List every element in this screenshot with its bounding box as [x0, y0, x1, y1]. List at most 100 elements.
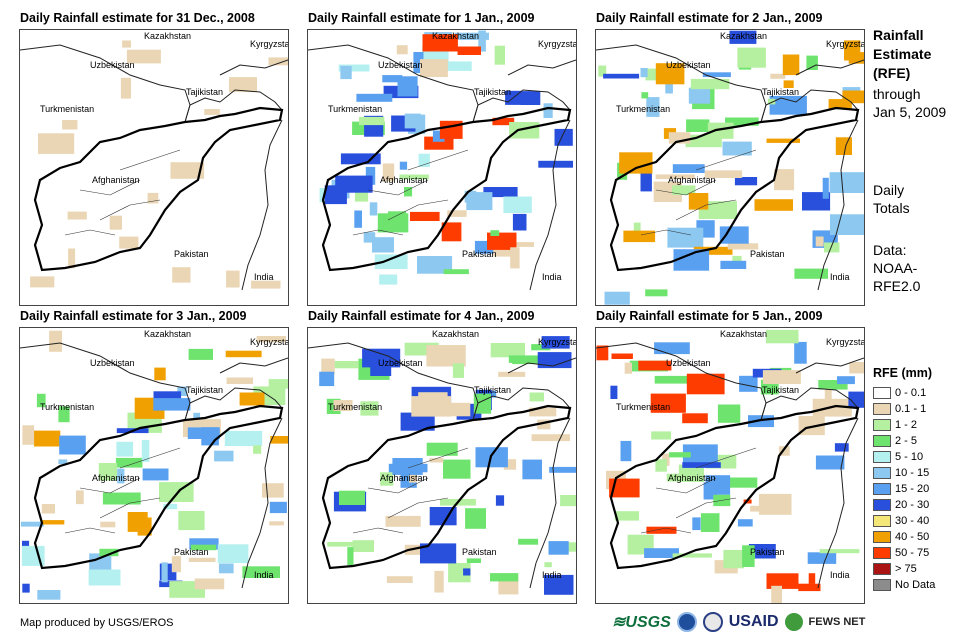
rainfall-patch: [824, 242, 840, 253]
rainfall-patch: [654, 342, 690, 355]
rainfall-patch: [432, 130, 445, 142]
rainfall-patch: [520, 91, 541, 105]
rainfall-patch: [646, 526, 677, 534]
rainfall-patch: [498, 371, 526, 377]
rainfall-patch: [396, 45, 408, 55]
province-boundary: [64, 527, 116, 534]
rainfall-patch: [443, 459, 471, 479]
rainfall-patch: [62, 120, 78, 130]
rainfall-patch: [641, 92, 649, 99]
rainfall-patch: [41, 504, 55, 514]
province-boundary: [640, 229, 692, 236]
rainfall-patch: [686, 119, 710, 132]
rainfall-patch: [426, 442, 458, 456]
country-label: Kazakhstan: [144, 329, 191, 339]
panel-title-3: Daily Rainfall estimate for 2 Jan., 2009: [596, 11, 823, 25]
rainfall-patch: [692, 517, 701, 531]
country-boundary: [529, 119, 571, 291]
legend-swatch: [873, 451, 891, 463]
rainfall-patch: [418, 153, 430, 167]
rainfall-patch: [59, 435, 86, 455]
province-boundary: [675, 199, 737, 221]
rainfall-patch: [242, 566, 280, 578]
country-label: Kazakhstan: [432, 329, 479, 339]
rainfall-patch: [116, 441, 134, 457]
country-label: Pakistan: [174, 547, 209, 557]
rainfall-patch: [686, 373, 725, 395]
rainfall-patch: [493, 246, 516, 257]
rainfall-patch: [554, 128, 573, 146]
legend-label: 50 - 75: [895, 547, 930, 559]
rainfall-patch: [417, 256, 453, 274]
rainfall-patch: [522, 459, 542, 480]
fews-globe-icon: [784, 613, 803, 631]
province-boundary: [367, 477, 429, 494]
rainfall-patch: [667, 227, 704, 248]
usgs-logo: ≋USGS: [612, 614, 671, 631]
legend-item: 30 - 40: [873, 513, 935, 529]
rainfall-patch: [688, 87, 711, 104]
country-label: Kyrgyzstan: [826, 337, 864, 347]
legend-item: 0 - 0.1: [873, 385, 935, 401]
legend-item: > 75: [873, 561, 935, 577]
rainfall-patch: [848, 391, 864, 408]
rainfall-patch: [537, 419, 551, 430]
country-boundary: [219, 357, 288, 374]
legend-swatch: [873, 515, 891, 527]
rainfall-patch: [433, 61, 472, 71]
province-boundary: [79, 477, 141, 494]
panel-title-1: Daily Rainfall estimate for 31 Dec., 200…: [20, 11, 255, 25]
country-label: Uzbekistan: [378, 358, 423, 368]
country-label: Afghanistan: [668, 473, 716, 483]
rainfall-patch: [319, 371, 335, 387]
map-credit: Map produced by USGS/EROS: [20, 617, 174, 629]
rainfall-patch: [829, 172, 864, 193]
rainfall-patch: [704, 170, 743, 178]
rainfall-patch: [102, 492, 141, 505]
side-daily: Daily: [873, 182, 905, 198]
province-boundary: [675, 497, 737, 519]
legend-label: 40 - 50: [895, 531, 930, 543]
map-svg: Kazakhstan Kyrgyzstan Uzbekistan Tajikistan…: [308, 30, 576, 291]
legend-item: 5 - 10: [873, 449, 935, 465]
rainfall-patch: [404, 113, 421, 129]
rainfall-patch: [362, 348, 401, 368]
rainfall-patch: [347, 547, 354, 566]
rainfall-patch: [20, 521, 44, 527]
rainfall-patch: [374, 254, 408, 269]
rainfall-patch: [217, 544, 249, 564]
rainfall-patch: [682, 413, 708, 424]
rainfall-patch: [758, 493, 792, 515]
side-source-1: NOAA-: [873, 260, 918, 276]
rainfall-patch: [739, 375, 758, 392]
province-boundary: [64, 229, 116, 236]
rainfall-patch: [644, 548, 679, 558]
province-boundary: [387, 199, 449, 221]
rainfall-patch: [700, 513, 720, 532]
rainfall-patch: [688, 193, 709, 210]
legend-item: 15 - 20: [873, 481, 935, 497]
rainfall-patch: [420, 543, 457, 564]
rainfall-patch: [682, 462, 721, 468]
rainfall-patch: [187, 427, 220, 439]
rainfall-patch: [466, 558, 481, 563]
rainfall-patch: [673, 249, 710, 271]
rainfall-patch: [327, 541, 358, 547]
rainfall-patch: [640, 171, 652, 192]
rainfall-patch: [815, 236, 824, 247]
rainfall-patch: [723, 549, 745, 569]
rainfall-patch: [543, 103, 553, 118]
rainfall-patch: [420, 59, 448, 77]
rainfall-patch: [720, 260, 747, 269]
rainfall-patch: [115, 457, 143, 468]
rainfall-patch: [340, 65, 352, 80]
legend-label: 0 - 0.1: [895, 387, 927, 399]
rainfall-patch: [170, 162, 205, 179]
rainfall-patch: [127, 512, 148, 532]
rainfall-patch: [408, 470, 417, 483]
rainfall-patch: [226, 270, 240, 288]
rainfall-patch: [837, 376, 855, 385]
country-label: Kyrgyzstan: [250, 337, 288, 347]
legend-item: 40 - 50: [873, 529, 935, 545]
seal-logo-icon: [702, 612, 723, 632]
